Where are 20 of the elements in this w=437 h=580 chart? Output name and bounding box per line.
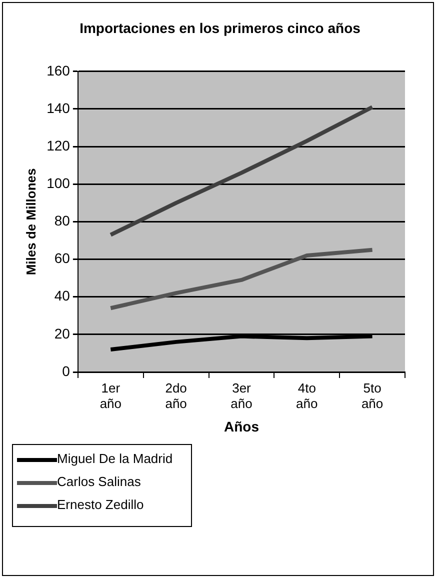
y-tick-label: 160 — [46, 62, 70, 78]
x-tick-label: 1er año — [100, 380, 122, 411]
x-tick-label: 5to año — [361, 380, 384, 411]
y-tick-label: 60 — [54, 250, 70, 266]
legend-label: Ernesto Zedillo — [57, 497, 144, 512]
y-tick-label: 40 — [54, 288, 70, 304]
y-tick-label: 0 — [62, 362, 70, 379]
y-tick-label: 120 — [46, 137, 70, 154]
y-tick-label: 140 — [46, 100, 70, 116]
y-tick-label: 100 — [46, 174, 70, 191]
x-tick-label: 2do año — [165, 380, 187, 411]
y-axis-title: Miles de Millones — [23, 168, 38, 276]
x-tick-label: 3er año — [230, 380, 252, 411]
y-tick-label: 20 — [54, 325, 70, 342]
legend-label: Miguel De la Madrid — [57, 451, 173, 466]
y-tick-label: 80 — [54, 212, 70, 229]
legend-label: Carlos Salinas — [57, 474, 141, 489]
x-axis-title: Años — [224, 418, 260, 434]
chart-title: Importaciones en los primeros cinco años — [78, 19, 362, 38]
x-tick-label: 4to año — [296, 380, 318, 411]
